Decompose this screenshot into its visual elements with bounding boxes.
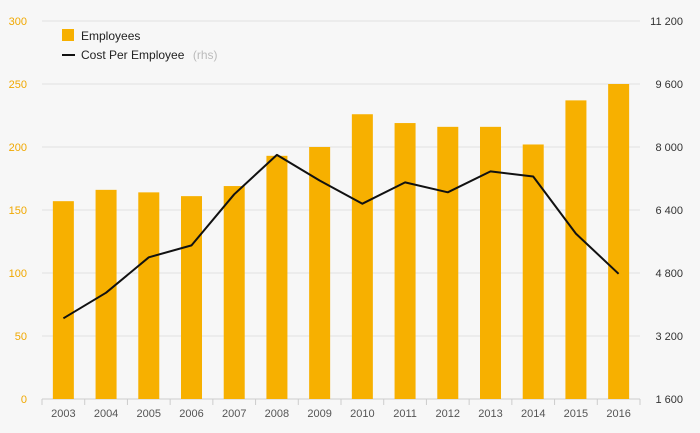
right-tick-label: 8 000 [655, 142, 683, 154]
x-tick-label: 2003 [51, 408, 75, 420]
left-tick-label: 300 [9, 16, 27, 28]
left-axis-ticks: 0 50 100 150 200 250 300 [9, 16, 27, 406]
legend-label-cost-suffix: (rhs) [193, 48, 218, 62]
right-axis-ticks: 1 600 3 200 4 800 6 400 8 000 9 600 11 200 [650, 16, 683, 406]
x-tick-label: 2006 [179, 408, 203, 420]
right-tick-label: 4 800 [655, 268, 683, 280]
bar [565, 100, 587, 399]
right-tick-label: 11 200 [650, 16, 683, 28]
bar [522, 144, 544, 399]
x-axis-ticks: 2003 2004 2005 2006 2007 2008 2009 2010 2011 2012… [41, 399, 641, 420]
bar [394, 123, 416, 399]
legend-label-cost-name: Cost Per Employee [81, 48, 185, 62]
x-tick-label: 2015 [564, 408, 588, 420]
right-tick-label: 3 200 [655, 331, 683, 343]
left-tick-label: 200 [9, 142, 27, 154]
bar [309, 147, 331, 399]
x-tick-label: 2007 [222, 408, 246, 420]
legend: Employees Cost Per Employee (rhs) [62, 29, 218, 63]
x-tick-label: 2011 [393, 408, 417, 420]
x-tick-label: 2016 [606, 408, 630, 420]
bar [437, 126, 459, 399]
bar [223, 186, 245, 399]
right-tick-label: 9 600 [655, 79, 683, 91]
left-tick-label: 150 [9, 205, 27, 217]
bar [52, 201, 74, 399]
right-tick-label: 6 400 [655, 205, 683, 217]
gridlines [42, 20, 640, 400]
bar [480, 126, 501, 399]
left-tick-label: 100 [9, 268, 27, 280]
bar [351, 114, 373, 400]
cost-line [62, 153, 620, 320]
x-tick-label: 2009 [307, 408, 331, 420]
x-tick-label: 2014 [521, 408, 545, 420]
x-tick-label: 2013 [478, 408, 502, 420]
line-layer [62, 153, 620, 320]
bar [181, 196, 202, 399]
x-tick-label: 2012 [436, 408, 460, 420]
bars-layer [52, 84, 630, 400]
legend-label-cost: Cost Per Employee (rhs) [81, 46, 218, 63]
bar [138, 192, 160, 399]
x-tick-label: 2008 [265, 408, 289, 420]
bar [95, 189, 117, 399]
legend-swatch-employees [62, 29, 74, 41]
left-tick-label: 50 [15, 331, 27, 343]
left-tick-label: 0 [21, 394, 27, 406]
legend-label-employees: Employees [81, 29, 140, 43]
x-tick-label: 2005 [137, 408, 161, 420]
left-tick-label: 250 [9, 79, 27, 91]
x-tick-label: 2010 [350, 408, 374, 420]
right-tick-label: 1 600 [655, 394, 683, 406]
x-tick-label: 2004 [94, 408, 118, 420]
bar [266, 155, 288, 399]
bar [608, 84, 630, 399]
